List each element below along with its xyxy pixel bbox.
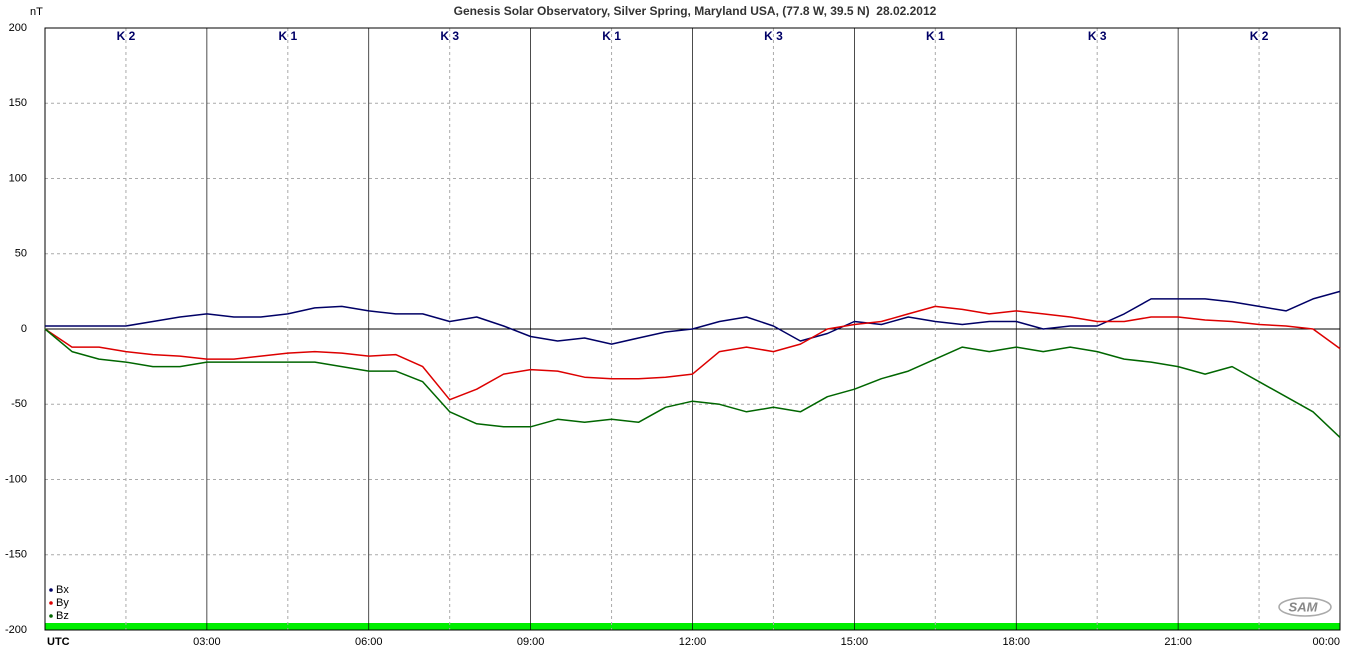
logo: SAM <box>1289 599 1319 614</box>
x-tick-label: 09:00 <box>517 636 545 648</box>
y-axis-label: nT <box>30 6 43 18</box>
x-tick-label: UTC <box>47 636 70 648</box>
y-tick-label: 200 <box>9 22 27 34</box>
y-tick-label: 0 <box>21 323 27 335</box>
k-index-label: K 3 <box>1088 29 1107 43</box>
y-tick-label: 100 <box>9 172 27 184</box>
chart-title: Genesis Solar Observatory, Silver Spring… <box>454 4 937 18</box>
legend-marker <box>49 588 53 592</box>
k-index-label: K 3 <box>764 29 783 43</box>
k-index-label: K 1 <box>926 29 945 43</box>
x-tick-label: 03:00 <box>193 636 221 648</box>
legend-marker <box>49 601 53 605</box>
series-line <box>44 305 1341 401</box>
x-tick-label: 12:00 <box>679 636 707 648</box>
x-tick-label: 18:00 <box>1002 636 1030 648</box>
logo-swoosh <box>1278 597 1332 617</box>
legend-label: Bx <box>56 584 69 596</box>
series-line <box>45 290 1341 345</box>
k-index-label: K 2 <box>1250 29 1269 43</box>
k-index-label: K 1 <box>602 29 621 43</box>
x-tick-label: 06:00 <box>355 636 383 648</box>
legend-label: By <box>56 597 69 609</box>
x-tick-label: 21:00 <box>1164 636 1192 648</box>
legend-marker <box>49 614 53 618</box>
legend-label: Bz <box>56 610 69 622</box>
y-tick-label: -50 <box>11 398 27 410</box>
k-index-label: K 2 <box>117 29 136 43</box>
y-tick-label: -100 <box>5 473 27 485</box>
series-line <box>44 328 1341 438</box>
y-tick-label: -150 <box>5 549 27 561</box>
y-tick-label: 150 <box>9 97 27 109</box>
y-tick-label: -200 <box>5 624 27 636</box>
k-index-label: K 1 <box>278 29 297 43</box>
y-tick-label: 50 <box>15 248 27 260</box>
x-tick-label: 15:00 <box>841 636 869 648</box>
x-tick-label: 00:00 <box>1312 636 1340 648</box>
k-index-label: K 3 <box>440 29 459 43</box>
